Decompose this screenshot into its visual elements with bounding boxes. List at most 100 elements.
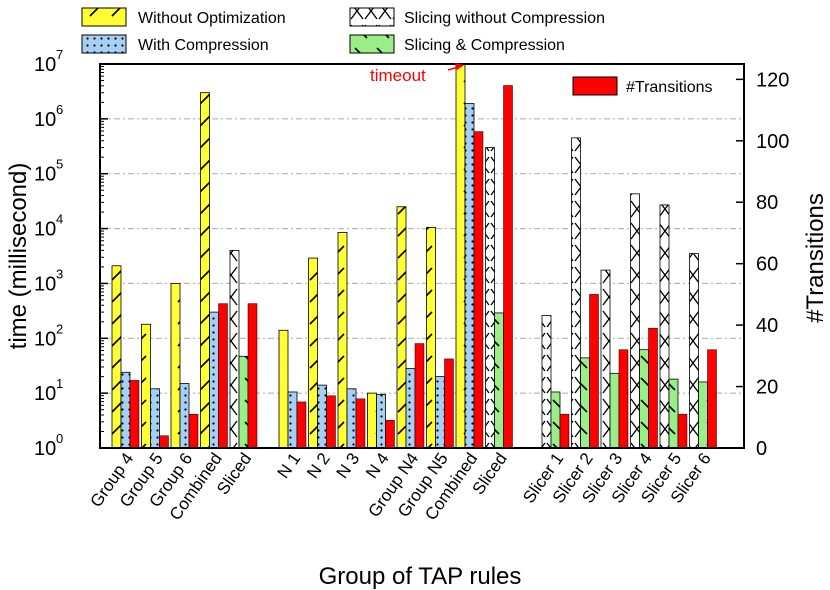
legend-swatch-slicing-without-compression [349,7,395,27]
y2-tick-label: 0 [756,438,767,460]
bar-slicing-without-compression [229,250,240,449]
bar-transitions [677,413,688,449]
legend-swatch-with-compression [81,34,127,54]
bar-without-optimization [141,323,151,449]
bar-with-compression [376,393,386,449]
bar-slicing-without-compression [689,253,699,449]
y2-tick-label: 40 [756,315,778,337]
bar-with-compression [120,371,131,449]
y-tick-exponent: 3 [56,266,63,281]
bar-slicing-compression [609,372,620,449]
bar-without-optimization [111,265,122,449]
y-tick-label: 10 [34,438,56,460]
bars [111,63,717,449]
legend-item-with-compression: With Compression [81,34,269,54]
bar-slicing-without-compression [600,269,611,449]
bar-slicing-without-compression [541,315,552,449]
y-axis-title: time (millisecond) [5,163,32,350]
bar-slicing-compression [698,381,708,449]
category-label: N 3 [333,449,364,482]
y2-tick-label: 100 [756,131,789,153]
legend-item-without-optimization: Without Optimization [81,7,286,27]
bar-slicing-compression [639,349,649,449]
bar-with-compression [346,388,357,449]
bar-transitions [559,413,570,449]
bar-transitions [648,327,658,449]
bar-transitions [473,131,484,449]
legend: Without Optimization With Compression Sl… [81,7,605,54]
x-axis-title: Group of TAP rules [319,563,522,590]
y-tick-exponent: 4 [56,212,63,227]
bar-transitions [618,349,629,449]
legend-label-slicing-without-compression: Slicing without Compression [404,10,605,27]
bar-slicing-without-compression [659,204,670,449]
bar-transitions [326,395,336,449]
y-tick-label: 10 [34,164,56,186]
category-label: N 2 [303,449,334,482]
y-tick-label: 10 [34,328,56,350]
legend-item-slicing-without-compression: Slicing without Compression [349,7,605,27]
y-tick-exponent: 5 [56,157,63,172]
bar-with-compression [209,311,219,449]
y-tick-label: 10 [34,54,56,76]
bar-slicing-compression [580,357,590,449]
legend-label-slicing-and-compression: Slicing & Compression [404,37,565,54]
bar-without-optimization [367,392,377,449]
bar-without-optimization [337,232,348,449]
y-tick-exponent: 7 [56,47,63,62]
bar-slicing-compression [550,391,561,449]
y-tick-label: 10 [34,109,56,131]
bar-with-compression [464,103,475,449]
inner-legend: #Transitions [572,76,713,96]
bar-without-optimization [308,257,318,449]
bar-slicing-compression [668,378,679,449]
timeout-label: timeout [370,66,426,85]
bar-transitions [589,294,599,449]
legend-label-transitions: #Transitions [626,79,713,96]
category-label: N 1 [274,449,305,482]
bar-transitions [503,85,513,449]
y2-tick-label: 60 [756,254,778,276]
y-tick-exponent: 1 [56,376,63,391]
y-tick-exponent: 2 [56,321,63,336]
bar-slicing-without-compression [485,147,495,449]
bar-transitions [296,401,307,449]
bar-transitions [444,358,454,449]
bar-with-compression [435,376,445,449]
bar-without-optimization [278,329,289,449]
bar-slicing-without-compression [571,137,581,449]
plot-frame [99,63,745,449]
bar-transitions [159,435,169,449]
bar-without-optimization [396,206,407,449]
bar-without-optimization [455,63,466,449]
bar-with-compression [150,388,160,449]
y-axis-right: 0 20 40 60 80 100 120 [736,69,789,460]
bar-without-optimization [426,227,436,449]
legend-swatch-without-optimization [81,7,127,27]
bar-slicing-compression [494,312,504,449]
bar-without-optimization [200,92,210,449]
legend-label-without-optimization: Without Optimization [138,10,286,27]
bar-transitions [188,413,199,449]
y2-tick-label: 20 [756,377,778,399]
bar-without-optimization [170,283,181,449]
y-tick-exponent: 0 [56,431,63,446]
bar-slicing-without-compression [630,193,640,449]
bar-transitions [707,349,717,449]
bar-with-compression [179,383,190,449]
timeout-arrow-head [455,63,464,70]
bar-transitions [129,380,140,449]
y-tick-label: 10 [34,273,56,295]
legend-item-slicing-and-compression: Slicing & Compression [349,34,565,54]
y-tick-label: 10 [34,219,56,241]
bar-with-compression [287,391,298,449]
bar-slicing-compression [238,355,249,449]
y2-tick-label: 120 [756,69,789,91]
timeout-annotation: timeout [370,63,464,85]
y-tick-label: 10 [34,383,56,405]
bar-transitions [355,398,366,449]
legend-swatch-transitions [572,76,618,96]
